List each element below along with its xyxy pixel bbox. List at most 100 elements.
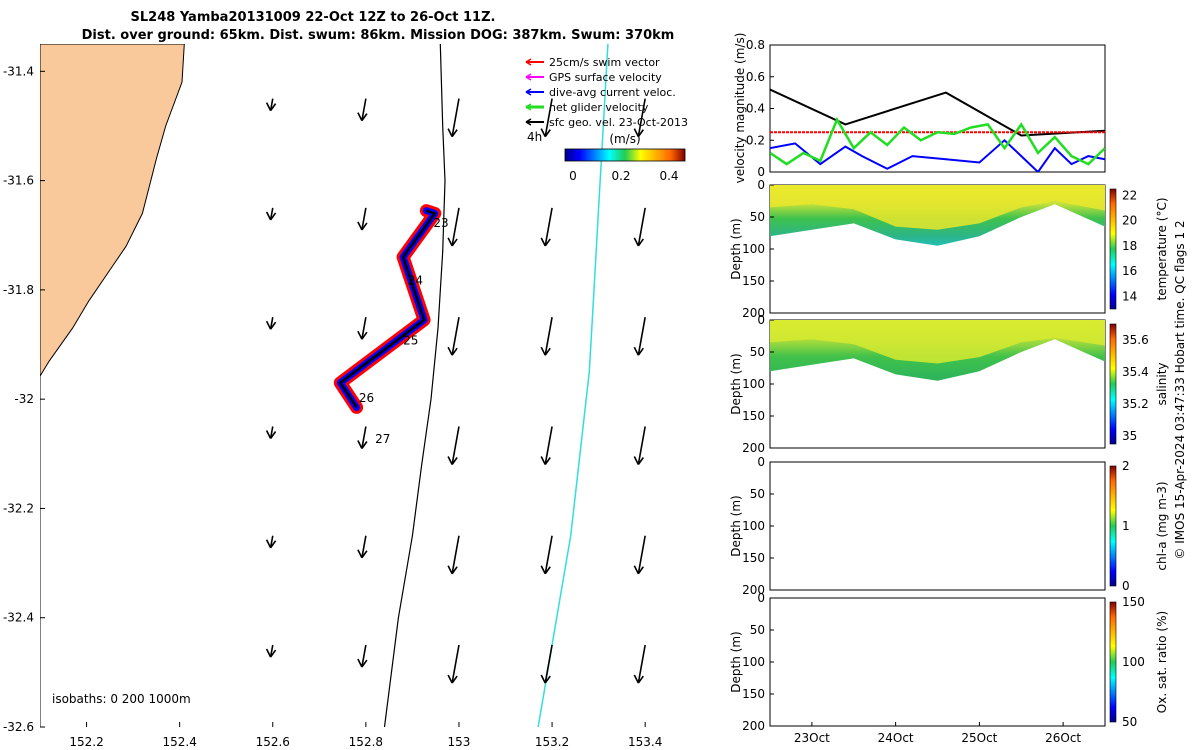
current-arrow <box>269 317 274 330</box>
day-label: 24 <box>408 273 423 287</box>
current-arrowhead <box>447 456 458 465</box>
current-arrowhead <box>633 456 644 465</box>
section-colorbar-tick-label: 2 <box>1122 459 1130 473</box>
legend-label: GPS surface velocity <box>549 71 662 84</box>
current-arrowhead <box>265 648 277 658</box>
current-arrowhead <box>447 346 458 356</box>
legend-label: sfc geo. vel. 23-Oct-2013 <box>549 116 688 129</box>
section-colorbar-tick-label: 100 <box>1122 655 1145 669</box>
time-x-tick-label: 23Oct <box>794 731 830 745</box>
current-arrow <box>451 535 460 574</box>
current-arrowhead <box>357 330 368 340</box>
current-arrowhead <box>540 456 551 465</box>
section-y-tick-label: 0 <box>757 313 765 327</box>
section-y-tick-label: 50 <box>750 345 765 359</box>
section-y-tick-label: 200 <box>742 583 765 597</box>
map-y-ticks: -31.4 -31.6 -31.8 -32 -32.2 -32.4 -32.6 <box>3 64 45 734</box>
velocity-series <box>770 88 1105 172</box>
current-arrowhead <box>265 102 277 112</box>
current-arrowhead <box>447 674 458 684</box>
colorbar-units-label: (m/s) <box>609 132 640 146</box>
time-x-tick-label: 25Oct <box>961 731 997 745</box>
section-colorbar <box>1109 188 1117 310</box>
map-x-ticks: 152.2 152.4 152.6 152.8 153 153.2 153.4 <box>69 722 662 749</box>
section-colorbar-tick-label: 1 <box>1122 519 1130 533</box>
section-colorbar-label: chl-a (mg m-3) <box>1155 481 1169 570</box>
map-colorbar-ticks: 0 0.2 0.4 <box>569 169 678 183</box>
map-colorbar-tick-label: 0.2 <box>611 169 630 183</box>
legend-arrowhead <box>525 118 532 126</box>
section-y-tick-label: 0 <box>757 178 765 192</box>
map-y-tick-label: -31.6 <box>3 174 34 188</box>
section-colorbar-label: temperature (°C) <box>1155 198 1169 301</box>
section-y-tick-label: 200 <box>742 306 765 320</box>
legend-arrowhead <box>525 88 532 96</box>
current-arrowhead <box>447 565 458 575</box>
section-y-tick-label: 200 <box>742 719 765 733</box>
day-labels: 23 24 25 26 27 <box>359 216 449 446</box>
current-arrowhead <box>357 440 368 449</box>
map-x-tick-label: 152.2 <box>69 735 103 749</box>
velocity-y-tick-label: 0 <box>757 165 765 179</box>
section-y-tick-label: 100 <box>742 242 765 256</box>
day-label: 23 <box>433 216 448 230</box>
map-x-tick-label: 152.4 <box>162 735 196 749</box>
map-y-tick-label: -32.4 <box>3 611 34 625</box>
section-y-tick-label: 100 <box>742 377 765 391</box>
depth-section-3: 0 50 100 150 200 Depth (m) 35 35.2 35.4 35.6 salin… <box>729 313 1169 455</box>
imos-credit-note: © IMOS 15-Apr-2024 03:47:33 Hobart time.… <box>1173 220 1187 559</box>
current-arrow <box>637 644 646 684</box>
section-y-tick-label: 150 <box>742 274 765 288</box>
current-arrow <box>544 644 553 684</box>
current-arrowhead <box>633 128 644 138</box>
section-mixed-layer <box>770 320 1105 364</box>
current-arrow <box>637 535 646 574</box>
velocity-y-ticks: 0 0.2 0.4 0.6 0.8 <box>746 38 774 179</box>
current-arrow <box>269 207 274 221</box>
map-colorbar-tick-label: 0.4 <box>659 169 678 183</box>
section-colorbar-tick-label: 150 <box>1122 595 1145 609</box>
current-arrowhead <box>357 549 368 559</box>
section-axes-box <box>769 597 1106 727</box>
current-arrow <box>269 98 274 111</box>
depth-section-5: 0 50 100 150 200 Depth (m) 50 100 150 Ox. sat. ra… <box>729 591 1169 733</box>
current-arrowhead <box>265 211 277 221</box>
section-colorbar-tick-label: 18 <box>1122 239 1137 253</box>
legend-arrowhead <box>525 73 532 81</box>
map-colorbar <box>564 148 686 162</box>
velocity-axes-box <box>769 44 1106 173</box>
section-y-tick-label: 50 <box>750 210 765 224</box>
current-arrowhead <box>357 658 368 668</box>
current-arrowhead <box>357 112 368 122</box>
legend-arrowhead <box>525 103 532 111</box>
current-arrow <box>544 98 553 137</box>
section-colorbar-tick-label: 14 <box>1122 289 1137 303</box>
map-x-tick-label: 153.2 <box>535 735 569 749</box>
map-legend: 25cm/s swim vector GPS surface velocity di… <box>525 56 688 129</box>
current-arrow <box>544 207 553 247</box>
map-y-tick-label: -32.6 <box>3 720 34 734</box>
legend-label: dive-avg current veloc. <box>549 86 676 99</box>
map-x-tick-label: 152.8 <box>349 735 383 749</box>
day-label: 25 <box>403 334 418 348</box>
section-colorbar-tick-label: 35.4 <box>1122 365 1149 379</box>
current-arrowhead <box>357 221 368 231</box>
section-y-tick-label: 100 <box>742 519 765 533</box>
section-colorbar <box>1109 601 1117 723</box>
section-y-tick-label: 200 <box>742 441 765 455</box>
section-colorbar-tick-label: 50 <box>1122 715 1137 729</box>
section-colorbar-tick-label: 20 <box>1122 214 1137 228</box>
velocity-panel: 0 0.2 0.4 0.6 0.8 velocity magnitude (m/s) <box>733 33 1106 183</box>
velocity-y-tick-label: 0.6 <box>746 70 765 84</box>
section-colorbar <box>1109 323 1117 445</box>
current-arrow <box>544 317 553 356</box>
section-y-tick-label: 150 <box>742 409 765 423</box>
velocity-y-tick-label: 0.4 <box>746 102 765 116</box>
section-y-label: Depth (m) <box>729 218 743 279</box>
current-arrowhead <box>540 674 551 684</box>
current-arrowhead <box>540 128 551 138</box>
section-colorbar-label: salinity <box>1155 362 1169 405</box>
section-colorbar-tick-label: 22 <box>1122 188 1137 202</box>
